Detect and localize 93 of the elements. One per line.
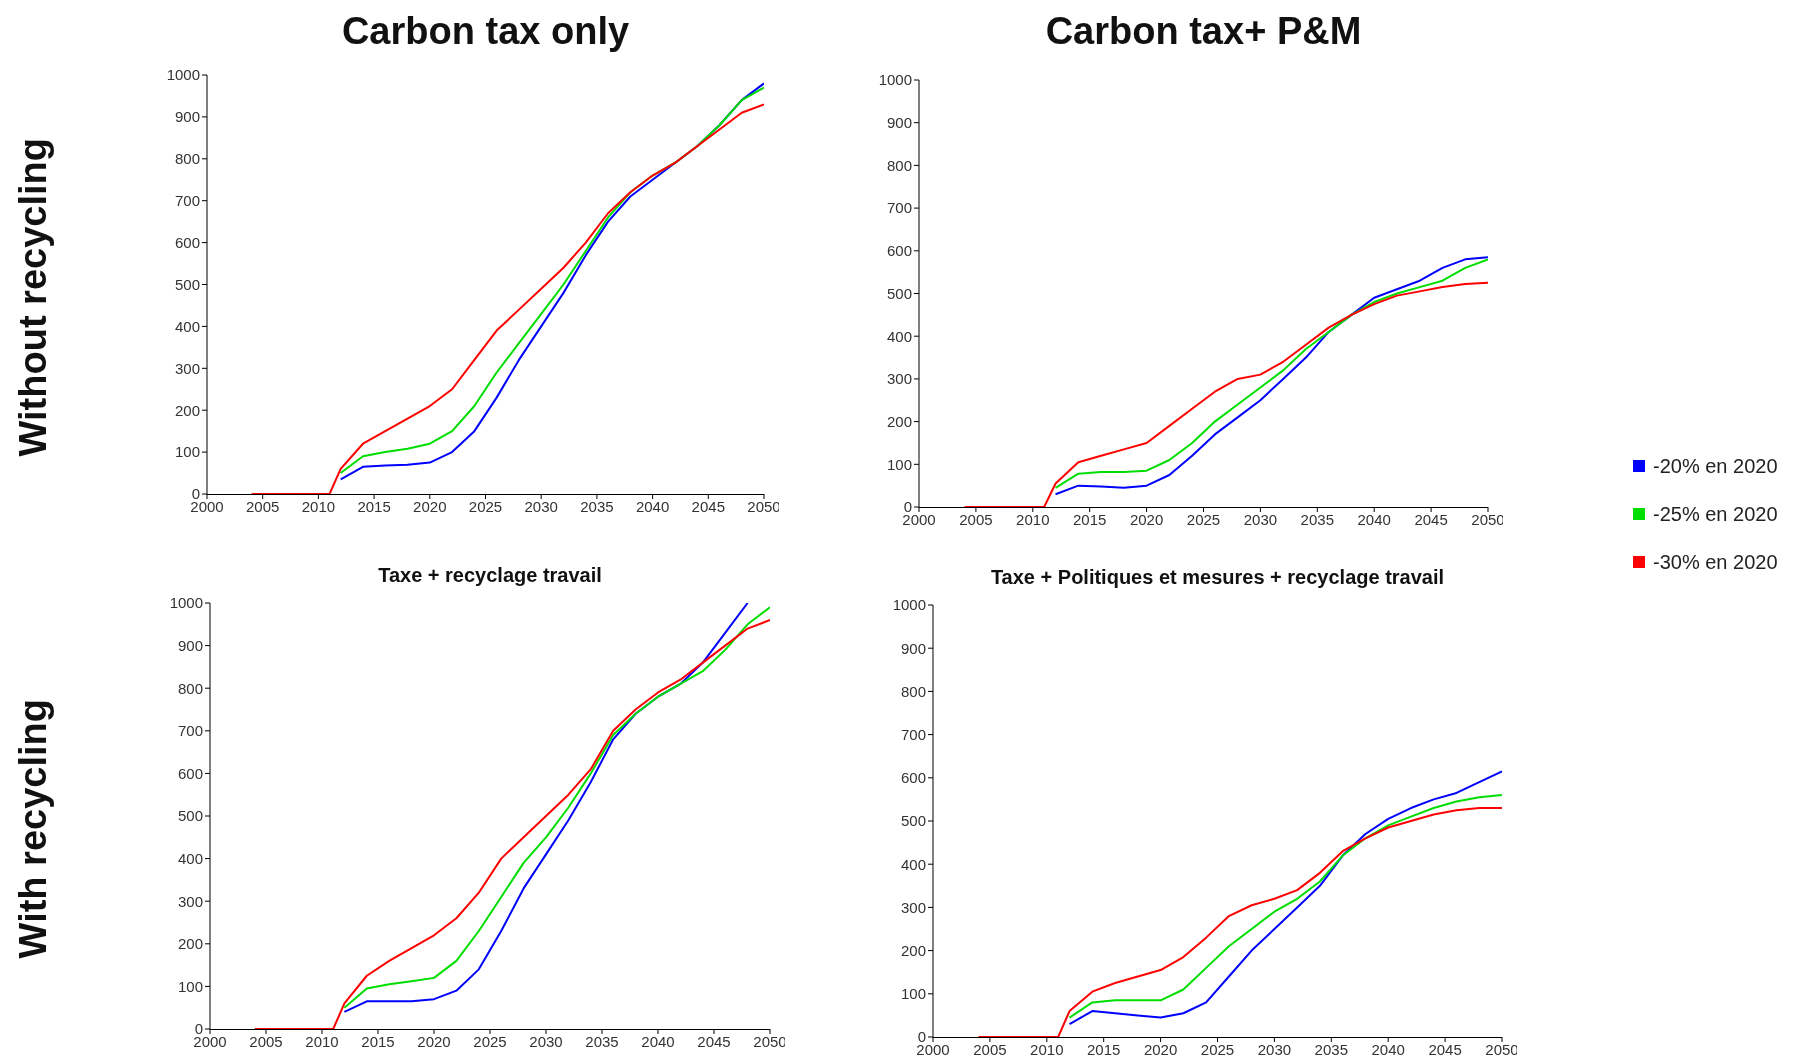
line-series — [963, 281, 1488, 507]
x-tick-label: 2035 — [1300, 510, 1334, 528]
x-tick-label: 2025 — [1186, 510, 1221, 528]
line-series — [253, 619, 770, 1029]
x-tick-label: 2035 — [1314, 1040, 1348, 1058]
y-tick-label: 200 — [174, 401, 200, 419]
x-tick-label: 2045 — [697, 1032, 731, 1050]
y-tick-label: 0 — [903, 498, 912, 516]
x-tick-label: 2005 — [246, 497, 280, 515]
x-tick-label: 2015 — [1073, 510, 1107, 528]
x-tick-label: 2020 — [417, 1032, 451, 1050]
legend-label: -20% en 2020 — [1653, 454, 1778, 478]
y-tick-label: 0 — [191, 485, 200, 503]
x-tick-label: 2015 — [361, 1032, 395, 1050]
y-tick-label: 100 — [177, 977, 203, 995]
y-tick-label: 500 — [177, 807, 203, 825]
y-tick-label: 600 — [174, 233, 200, 251]
y-tick-label: 400 — [177, 849, 203, 867]
y-tick-label: 600 — [177, 764, 203, 782]
y-tick-label: 700 — [886, 199, 912, 217]
y-tick-label: 400 — [886, 327, 912, 345]
y-tick-label: 800 — [174, 150, 200, 168]
y-tick-label: 200 — [900, 941, 926, 959]
y-tick-label: 700 — [174, 192, 200, 210]
x-tick-label: 2010 — [305, 1032, 339, 1050]
y-tick-label: 100 — [174, 443, 200, 461]
x-tick-label: 2040 — [1357, 510, 1391, 528]
y-tick-label: 900 — [886, 114, 912, 132]
y-tick-label: 100 — [900, 985, 926, 1003]
x-tick-label: 2015 — [357, 497, 391, 515]
x-tick-label: 2030 — [1257, 1040, 1292, 1058]
y-tick-label: 500 — [900, 812, 926, 830]
x-tick-label: 2010 — [301, 497, 336, 515]
x-tick-label: 2005 — [973, 1040, 1007, 1058]
x-tick-label: 2010 — [1030, 1040, 1064, 1058]
chart-title: Taxe + Politiques et mesures + recyclage travail — [989, 566, 1446, 589]
x-tick-label: 2020 — [413, 497, 447, 515]
line-series — [977, 807, 1502, 1037]
x-tick-label: 2005 — [249, 1032, 283, 1050]
chart-title: Taxe + recyclage travail — [377, 564, 603, 587]
y-tick-label: 300 — [174, 359, 200, 377]
y-tick-label: 800 — [900, 682, 926, 700]
legend-label: -30% en 2020 — [1653, 550, 1778, 574]
y-tick-label: 700 — [900, 725, 926, 743]
y-tick-label: 600 — [886, 242, 912, 260]
x-tick-label: 2045 — [1414, 510, 1448, 528]
chart-title: Carbon tax only — [340, 10, 631, 53]
x-tick-label: 2030 — [529, 1032, 563, 1050]
x-tick-label: 2015 — [1087, 1040, 1121, 1058]
y-tick-label: 0 — [917, 1028, 926, 1046]
x-tick-label: 2025 — [468, 497, 503, 515]
x-tick-label: 2040 — [635, 497, 670, 515]
y-tick-label: 400 — [900, 855, 926, 873]
x-tick-label: 2040 — [641, 1032, 675, 1050]
legend-label: -25% en 2020 — [1653, 502, 1778, 526]
y-tick-label: 600 — [900, 769, 926, 787]
y-tick-label: 1000 — [166, 66, 200, 84]
y-tick-label: 1000 — [169, 594, 203, 612]
y-axis-title: With recycling — [12, 698, 55, 959]
x-tick-label: 2010 — [1016, 510, 1050, 528]
y-tick-label: 100 — [886, 455, 912, 473]
x-tick-label: 2045 — [1428, 1040, 1462, 1058]
y-tick-label: 300 — [900, 898, 926, 916]
y-tick-label: 700 — [177, 722, 203, 740]
y-tick-label: 300 — [177, 892, 203, 910]
x-tick-label: 2020 — [1129, 510, 1164, 528]
y-tick-label: 500 — [174, 275, 200, 293]
y-tick-label: 0 — [194, 1020, 203, 1038]
y-tick-label: 200 — [886, 412, 912, 430]
x-tick-label: 2040 — [1371, 1040, 1405, 1058]
line-series — [250, 103, 764, 494]
y-tick-label: 400 — [174, 317, 200, 335]
y-tick-label: 800 — [886, 156, 912, 174]
y-tick-label: 900 — [177, 636, 203, 654]
y-tick-label: 500 — [886, 284, 912, 302]
y-tick-label: 900 — [174, 108, 200, 126]
x-tick-label: 2030 — [1243, 510, 1278, 528]
x-tick-label: 2025 — [1200, 1040, 1235, 1058]
x-tick-label: 2030 — [524, 497, 558, 515]
y-tick-label: 900 — [900, 639, 926, 657]
y-tick-label: 1000 — [892, 596, 926, 614]
x-tick-label: 2035 — [580, 497, 614, 515]
x-tick-label: 2035 — [585, 1032, 619, 1050]
y-tick-label: 300 — [886, 370, 912, 388]
y-tick-label: 800 — [177, 679, 203, 697]
x-tick-label: 2020 — [1143, 1040, 1178, 1058]
y-tick-label: 1000 — [878, 71, 912, 89]
x-tick-label: 2045 — [691, 497, 725, 515]
x-tick-label: 2025 — [473, 1032, 507, 1050]
chart-title: Carbon tax+ P&M — [1044, 10, 1363, 53]
y-axis-title: Without recycling — [12, 137, 55, 457]
y-tick-label: 200 — [177, 935, 203, 953]
x-tick-label: 2005 — [959, 510, 993, 528]
